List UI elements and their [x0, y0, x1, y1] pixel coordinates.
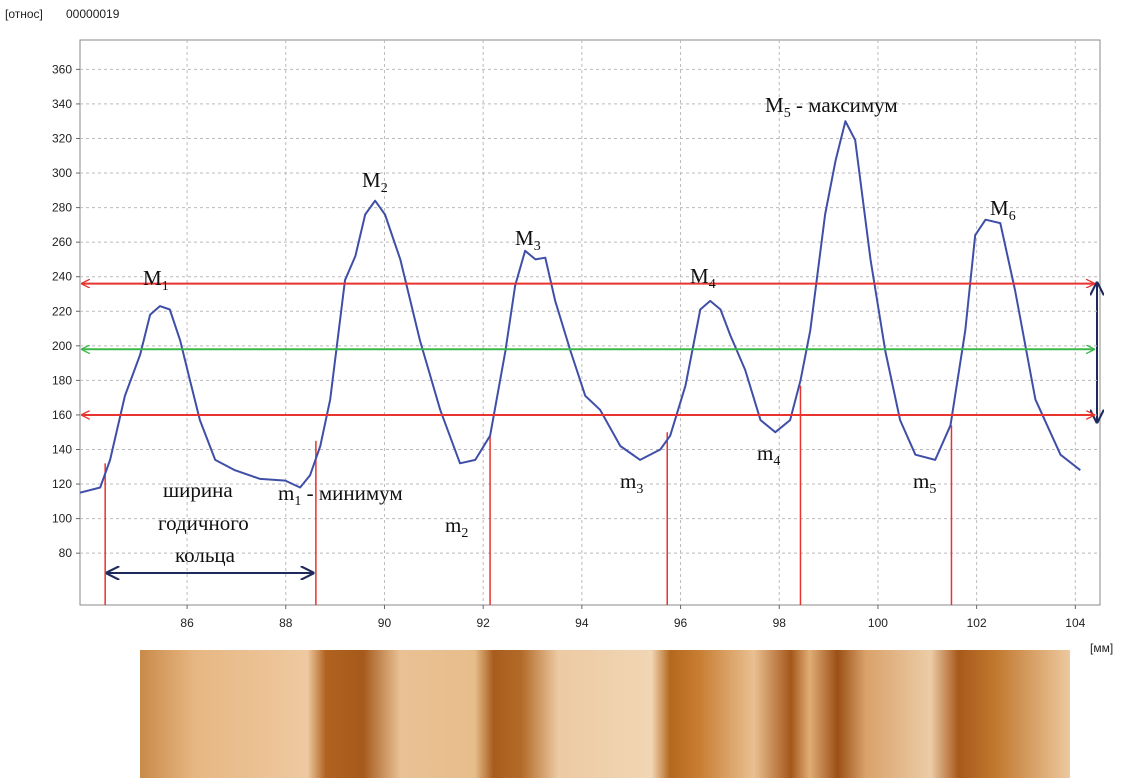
label-subscript: 5	[929, 482, 936, 497]
label-subscript: 1	[294, 494, 301, 509]
label-suffix: - максимум	[791, 93, 898, 117]
label-letter: m	[445, 513, 461, 537]
label-letter: m	[620, 469, 636, 493]
y-tick-label: 280	[52, 201, 72, 215]
label-subscript: 6	[1009, 209, 1016, 224]
y-tick-label: 100	[52, 512, 72, 526]
y-tick-label: 140	[52, 442, 72, 456]
label-subscript: 4	[773, 454, 780, 469]
x-unit-label: [мм]	[1090, 641, 1113, 655]
y-tick-label: 120	[52, 477, 72, 491]
x-tick-label: 102	[967, 616, 987, 630]
y-tick-label: 160	[52, 408, 72, 422]
label-letter: M	[690, 264, 709, 288]
peak-label: M4	[690, 264, 716, 292]
peak-label: m3	[620, 469, 643, 497]
label-letter: M	[362, 168, 381, 192]
label-letter: M	[765, 93, 784, 117]
peak-label: M1	[143, 266, 169, 294]
sample-id: 00000019	[66, 7, 120, 21]
ring-width-label: кольца	[175, 543, 236, 567]
label-letter: M	[990, 196, 1009, 220]
x-tick-label: 90	[378, 616, 392, 630]
ring-width-label: ширина	[163, 478, 233, 502]
label-subscript: 5	[784, 106, 791, 121]
x-tick-label: 96	[674, 616, 688, 630]
x-tick-label: 86	[180, 616, 194, 630]
y-tick-label: 200	[52, 339, 72, 353]
ring-width-label: годичного	[158, 511, 249, 535]
y-tick-label: 220	[52, 304, 72, 318]
peak-label: M2	[362, 168, 388, 196]
x-tick-label: 92	[476, 616, 490, 630]
label-subscript: 3	[636, 482, 643, 497]
label-letter: m	[757, 441, 773, 465]
y-tick-label: 180	[52, 373, 72, 387]
label-letter: m	[913, 469, 929, 493]
label-subscript: 2	[461, 526, 468, 541]
label-subscript: 2	[381, 181, 388, 196]
peak-label: m4	[757, 441, 780, 469]
x-tick-label: 100	[868, 616, 888, 630]
y-tick-label: 360	[52, 62, 72, 76]
label-subscript: 1	[162, 279, 169, 294]
label-suffix: - минимум	[301, 481, 402, 505]
label-letter: m	[278, 481, 294, 505]
peak-label: m5	[913, 469, 936, 497]
x-tick-label: 94	[575, 616, 589, 630]
peak-label: M5 - максимум	[765, 93, 898, 121]
x-tick-label: 104	[1065, 616, 1085, 630]
peak-label: m2	[445, 513, 468, 541]
y-tick-label: 240	[52, 270, 72, 284]
density-line	[80, 121, 1080, 493]
label-subscript: 4	[709, 277, 716, 292]
chart: [относ] 00000019 [мм] 80 100 120 140 160 180 2…	[0, 0, 1124, 778]
x-tick-label: 88	[279, 616, 293, 630]
peak-label: M3	[515, 226, 541, 254]
y-unit-label: [относ]	[5, 7, 43, 21]
y-tick-label: 80	[59, 546, 73, 560]
label-letter: M	[143, 266, 162, 290]
x-tick-label: 98	[773, 616, 787, 630]
label-letter: M	[515, 226, 534, 250]
y-tick-label: 340	[52, 97, 72, 111]
y-tick-label: 320	[52, 131, 72, 145]
y-tick-label: 260	[52, 235, 72, 249]
label-subscript: 3	[534, 239, 541, 254]
peak-label: M6	[990, 196, 1016, 224]
y-tick-label: 300	[52, 166, 72, 180]
wood-sample-image	[140, 650, 1070, 778]
